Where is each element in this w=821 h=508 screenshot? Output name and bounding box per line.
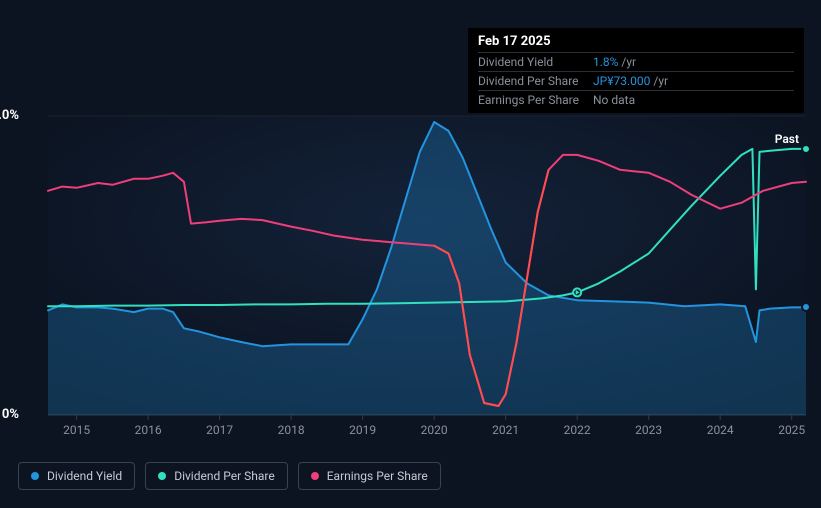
legend-label: Earnings Per Share bbox=[327, 469, 428, 483]
x-tick-label: 2020 bbox=[421, 423, 448, 437]
x-tick-label: 2023 bbox=[635, 423, 662, 437]
tooltip-value: 1.8% /yr bbox=[593, 55, 636, 69]
tooltip-label: Dividend Per Share bbox=[478, 74, 593, 88]
tooltip-value: JP¥73.000 /yr bbox=[593, 74, 668, 88]
tooltip-date: Feb 17 2025 bbox=[478, 34, 794, 49]
x-tick-label: 2019 bbox=[349, 423, 376, 437]
legend-dot-icon bbox=[311, 472, 319, 480]
x-tick-label: 2022 bbox=[564, 423, 591, 437]
legend-item-dividend-yield[interactable]: Dividend Yield bbox=[18, 462, 135, 490]
x-tick-label: 2025 bbox=[778, 423, 805, 437]
tooltip-value: No data bbox=[593, 93, 635, 107]
legend-item-dividend-per-share[interactable]: Dividend Per Share bbox=[145, 462, 288, 490]
tooltip-row: Dividend Yield1.8% /yr bbox=[478, 52, 794, 71]
legend-label: Dividend Yield bbox=[47, 469, 122, 483]
legend-dot-icon bbox=[158, 472, 166, 480]
x-tick-label: 2015 bbox=[63, 423, 90, 437]
tooltip-label: Dividend Yield bbox=[478, 55, 593, 69]
chart-tooltip: Feb 17 2025 Dividend Yield1.8% /yrDivide… bbox=[468, 28, 804, 113]
y-tick-label: 5.0% bbox=[0, 108, 19, 123]
tooltip-row: Earnings Per ShareNo data bbox=[478, 90, 794, 109]
x-tick-label: 2021 bbox=[492, 423, 519, 437]
x-tick-label: 2018 bbox=[278, 423, 305, 437]
legend-item-earnings-per-share[interactable]: Earnings Per Share bbox=[298, 462, 441, 490]
y-tick-label: 0% bbox=[2, 407, 19, 422]
tooltip-rows: Dividend Yield1.8% /yrDividend Per Share… bbox=[478, 52, 794, 109]
legend-dot-icon bbox=[31, 472, 39, 480]
tooltip-row: Dividend Per ShareJP¥73.000 /yr bbox=[478, 71, 794, 90]
series-end-dot bbox=[801, 144, 811, 154]
x-tick-label: 2016 bbox=[135, 423, 162, 437]
tooltip-label: Earnings Per Share bbox=[478, 93, 593, 107]
legend: Dividend Yield Dividend Per Share Earnings… bbox=[18, 462, 441, 490]
past-label: Past bbox=[775, 132, 799, 146]
x-tick-label: 2024 bbox=[707, 423, 734, 437]
legend-label: Dividend Per Share bbox=[174, 469, 275, 483]
x-tick-label: 2017 bbox=[206, 423, 233, 437]
